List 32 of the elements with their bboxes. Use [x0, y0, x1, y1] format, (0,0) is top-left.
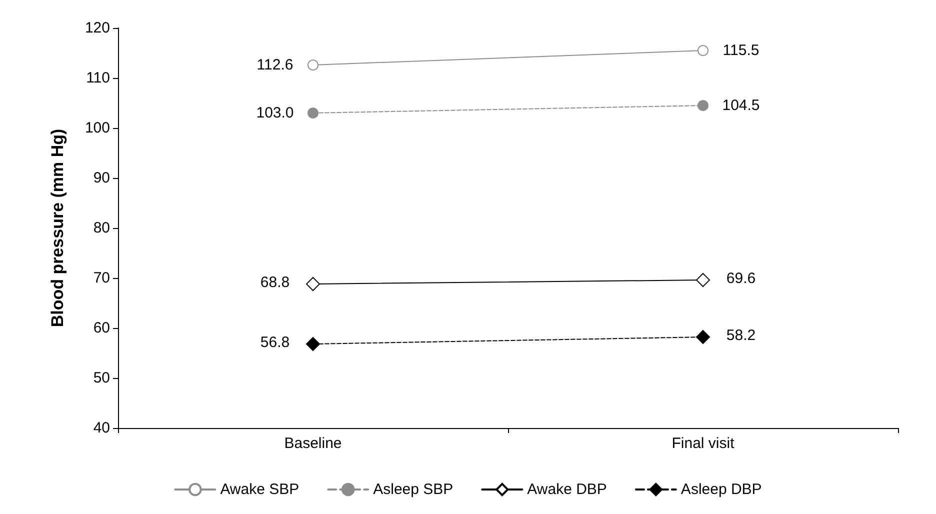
data-label: 68.8	[260, 274, 290, 291]
legend-label: Asleep DBP	[680, 481, 762, 498]
data-label: 58.2	[726, 327, 756, 344]
point	[696, 330, 710, 344]
data-label: 69.6	[726, 270, 756, 287]
y-tick-label: 100	[84, 120, 110, 136]
y-tick-label: 110	[86, 70, 110, 86]
point	[306, 337, 320, 351]
y-tick-label: 60	[93, 320, 110, 336]
point	[698, 100, 708, 111]
y-tick-label: 50	[93, 370, 110, 386]
point	[306, 277, 320, 291]
point	[698, 45, 708, 56]
point	[696, 273, 710, 287]
y-tick-label: 40	[93, 420, 110, 436]
data-label: 112.6	[256, 56, 294, 74]
x-tick-label: Baseline	[284, 435, 342, 452]
y-tick-label: 80	[93, 220, 110, 236]
y-axis-title: Blood pressure (mm Hg)	[48, 128, 67, 328]
legend-label: Asleep SBP	[373, 481, 454, 498]
y-tick-label: 90	[93, 170, 110, 186]
legend-label: Awake SBP	[220, 481, 300, 498]
point	[308, 60, 318, 70]
data-label: 115.5	[722, 42, 760, 59]
point	[308, 108, 318, 118]
y-tick-label: 70	[93, 270, 110, 286]
x-tick-label: Final visit	[672, 435, 736, 452]
y-tick-label: 120	[84, 20, 110, 36]
data-label: 56.8	[260, 334, 290, 351]
data-label: 103.0	[256, 104, 294, 122]
data-label: 104.5	[722, 97, 760, 114]
legend-label: Awake DBP	[527, 481, 607, 498]
